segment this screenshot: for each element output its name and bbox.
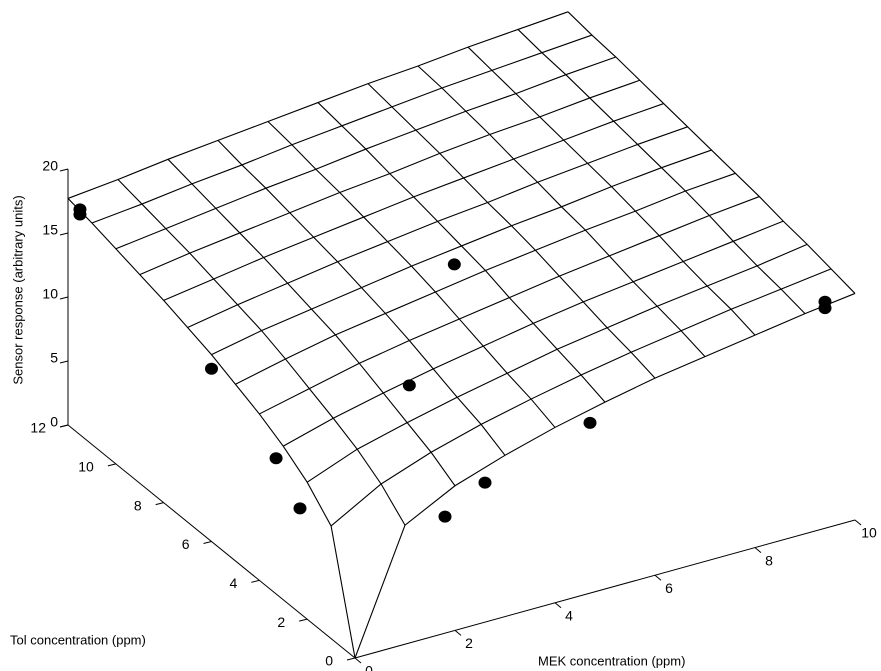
y-tick xyxy=(155,502,164,506)
x-tick xyxy=(754,547,762,553)
x-tick xyxy=(554,602,562,609)
y-tick-label: 0 xyxy=(325,653,333,669)
x-tick-label: 0 xyxy=(365,663,373,671)
y-tick xyxy=(346,657,356,661)
z-tick xyxy=(59,296,69,300)
y-tick xyxy=(299,618,308,622)
surface-column-line xyxy=(317,102,606,403)
surface-row-line xyxy=(282,220,784,447)
y-tick-label: 4 xyxy=(230,575,238,591)
x-tick xyxy=(354,657,362,664)
y-tick xyxy=(251,579,260,583)
y-tick-label: 6 xyxy=(182,536,190,552)
z-tick-label: 15 xyxy=(42,222,58,238)
x-tick xyxy=(454,630,462,636)
surface-column-line xyxy=(117,179,406,526)
z-tick xyxy=(59,360,69,364)
z-tick-label: 20 xyxy=(42,158,58,174)
x-tick xyxy=(854,519,862,526)
surface-column-line xyxy=(167,158,456,487)
z-tick-label: 10 xyxy=(42,286,58,302)
surface-column-line xyxy=(267,121,556,428)
x-tick-label: 2 xyxy=(465,635,473,651)
surface-row-line xyxy=(139,79,640,276)
z-tick-label: 5 xyxy=(50,350,58,366)
surface-column-line xyxy=(417,65,706,357)
data-point xyxy=(205,362,218,375)
data-point xyxy=(478,476,492,489)
data-point xyxy=(447,258,461,271)
surface-row-line xyxy=(354,292,856,659)
surface-column-line xyxy=(367,83,656,379)
z-tick xyxy=(59,424,69,428)
y-tick-label: 2 xyxy=(277,614,285,630)
y-axis-title: Tol concentration (ppm) xyxy=(10,632,146,647)
x-tick-label: 6 xyxy=(665,580,673,596)
surface-row-line xyxy=(306,243,808,483)
surface-row-line xyxy=(330,268,832,527)
data-point xyxy=(402,379,416,392)
x-axis xyxy=(354,519,856,659)
y-tick-label: 10 xyxy=(78,459,94,475)
data-point xyxy=(818,302,832,315)
z-tick-label: 0 xyxy=(50,414,58,430)
data-point xyxy=(583,416,597,429)
x-tick-label: 8 xyxy=(765,552,773,568)
y-tick-label: 12 xyxy=(30,420,46,436)
surface-column-line xyxy=(467,46,756,336)
z-tick xyxy=(59,232,69,236)
surface-column-line xyxy=(217,140,506,456)
surface-row-line xyxy=(67,11,569,199)
data-point xyxy=(269,452,283,465)
y-tick-label: 8 xyxy=(134,497,142,513)
y-tick xyxy=(203,541,212,544)
z-axis-title: Sensor response (arbitrary units) xyxy=(10,195,25,384)
data-point xyxy=(438,510,452,523)
x-axis-title: MEK concentration (ppm) xyxy=(538,653,685,668)
y-tick xyxy=(107,463,116,467)
surface-column-line xyxy=(567,11,856,294)
x-tick-label: 10 xyxy=(861,525,877,541)
x-tick xyxy=(654,574,662,581)
data-point xyxy=(293,502,307,515)
z-tick xyxy=(59,168,69,172)
x-tick-label: 4 xyxy=(565,608,573,624)
surface-column-line xyxy=(517,29,806,315)
surface-column-line xyxy=(67,198,356,659)
data-point xyxy=(73,208,87,221)
